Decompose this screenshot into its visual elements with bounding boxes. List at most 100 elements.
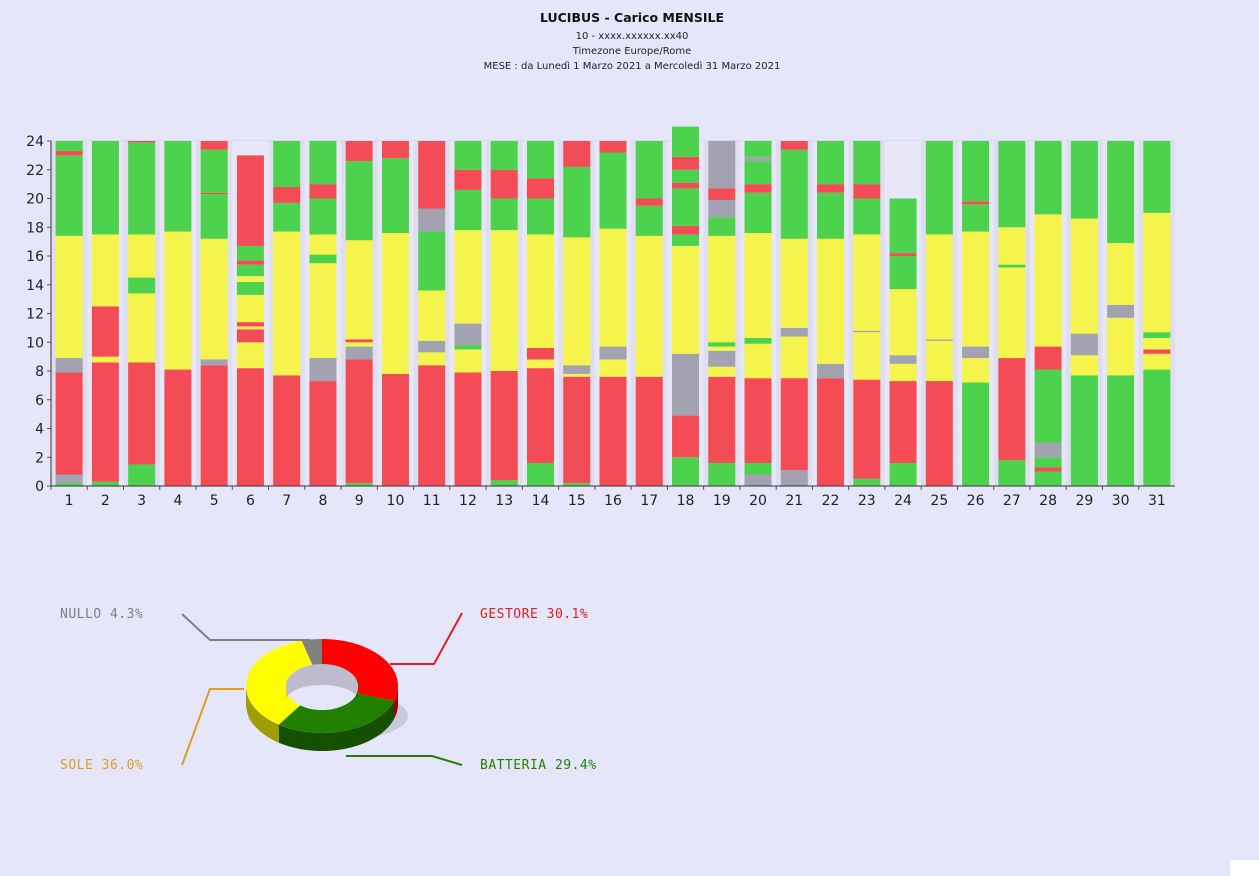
bar-segment	[962, 231, 990, 347]
bar-segment	[563, 483, 591, 486]
y-tick-label: 22	[26, 163, 44, 179]
y-tick-label: 6	[35, 393, 44, 409]
bar-segment	[381, 158, 409, 233]
bar-segment	[490, 371, 518, 481]
x-tick-label: 31	[1148, 493, 1166, 509]
bar-segment	[1143, 212, 1171, 333]
bar-segment	[1107, 141, 1135, 244]
bar-segment	[889, 381, 917, 463]
bar-segment	[490, 198, 518, 231]
bar-segment	[55, 235, 83, 359]
bar-segment	[672, 234, 700, 246]
bar-segment	[672, 245, 700, 354]
x-tick-label: 22	[822, 493, 840, 509]
bar-segment	[780, 336, 808, 379]
bar-segment	[708, 366, 736, 377]
bar-segment	[236, 294, 264, 323]
bar-segment	[345, 141, 373, 162]
bar-segment	[345, 483, 373, 486]
x-tick-label: 27	[1003, 493, 1021, 509]
bar-segment	[672, 169, 700, 183]
bar-segment	[635, 198, 663, 206]
bar-segment	[708, 141, 736, 189]
bar-segment	[1107, 375, 1135, 486]
x-tick-label: 21	[785, 493, 803, 509]
donut-hole-wall	[286, 664, 358, 701]
bar-segment	[1034, 369, 1062, 443]
bar-segment	[1034, 214, 1062, 347]
x-tick-label: 10	[387, 493, 405, 509]
bar-segment	[236, 326, 264, 330]
bar-segment	[998, 264, 1026, 268]
bar-segment	[309, 184, 337, 199]
bar-segment	[128, 293, 156, 363]
bar-segment	[744, 161, 772, 185]
bar-segment	[744, 343, 772, 379]
bar-segment	[91, 356, 119, 363]
bar-segment	[454, 141, 482, 170]
bar-segment	[526, 178, 554, 199]
bar-segment	[526, 463, 554, 486]
bar-segment	[853, 234, 881, 331]
donut-slice-side	[246, 686, 279, 743]
bar-segment	[962, 201, 990, 205]
x-tick-label: 4	[173, 493, 182, 509]
bar-segment	[925, 381, 953, 486]
bar-segment	[744, 474, 772, 486]
x-tick-label: 9	[355, 493, 364, 509]
x-tick-label: 25	[930, 493, 948, 509]
leader-line-batteria	[346, 755, 463, 766]
bar-segment	[672, 188, 700, 226]
slice-label-gestore: GESTORE 30.1%	[480, 607, 588, 622]
bar-segment	[780, 378, 808, 471]
bar-segment	[998, 358, 1026, 461]
bar-segment	[599, 376, 627, 486]
bar-segment	[1107, 243, 1135, 305]
bar-segment	[236, 329, 264, 343]
x-tick-label: 15	[568, 493, 586, 509]
bar-segment	[309, 358, 337, 382]
bar-segment	[672, 126, 700, 157]
bar-segment	[1070, 355, 1098, 376]
bar-segment	[418, 141, 446, 209]
x-tick-label: 13	[495, 493, 513, 509]
bar-segment	[889, 355, 917, 364]
x-tick-label: 5	[210, 493, 219, 509]
y-tick-label: 14	[26, 278, 44, 294]
bar-segment	[635, 205, 663, 236]
bar-segment	[1034, 467, 1062, 472]
bar-segment	[563, 376, 591, 484]
y-tick-label: 24	[26, 134, 44, 150]
y-tick-label: 18	[26, 220, 44, 236]
bar-segment	[889, 253, 917, 256]
x-tick-label: 11	[423, 493, 441, 509]
bar-segment	[962, 346, 990, 359]
y-tick-label: 12	[26, 307, 44, 323]
bar-segment	[817, 141, 845, 185]
bar-segment	[345, 342, 373, 347]
x-tick-label: 3	[137, 493, 146, 509]
bar-segment	[236, 260, 264, 265]
x-tick-label: 17	[640, 493, 658, 509]
bar-segment	[128, 362, 156, 465]
y-tick-label: 16	[26, 249, 44, 265]
bar-segment	[1143, 369, 1171, 486]
bar-segment	[128, 142, 156, 235]
bar-segment	[236, 322, 264, 327]
bar-segment	[672, 182, 700, 189]
bar-segment	[853, 141, 881, 185]
bar-segment	[780, 470, 808, 486]
bar-segment	[780, 327, 808, 337]
bar-segment	[889, 463, 917, 486]
bar-segment	[454, 372, 482, 486]
bar-segment	[490, 230, 518, 371]
bar-segment	[418, 340, 446, 353]
bar-segment	[200, 149, 228, 193]
bar-segment	[599, 141, 627, 153]
bar-segment	[708, 235, 736, 343]
bar-segment	[962, 204, 990, 232]
donut-slice-sole	[245, 640, 313, 725]
bar-segment	[1034, 442, 1062, 458]
x-tick-label: 20	[749, 493, 767, 509]
bar-segment	[962, 141, 990, 202]
